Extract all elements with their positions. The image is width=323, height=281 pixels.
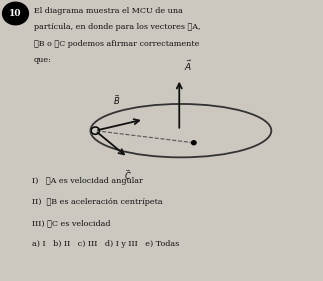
Text: I)   ⃗A es velocidad angular: I) ⃗A es velocidad angular <box>32 177 143 185</box>
Text: que:: que: <box>34 56 52 64</box>
Text: 10: 10 <box>9 9 22 18</box>
Text: $\vec{A}$: $\vec{A}$ <box>184 59 192 73</box>
Circle shape <box>3 2 28 25</box>
Text: II)  ⃗B es aceleración centrípeta: II) ⃗B es aceleración centrípeta <box>32 198 163 206</box>
Circle shape <box>91 127 99 134</box>
Text: III) ⃗C es velocidad: III) ⃗C es velocidad <box>32 219 111 227</box>
Text: ⃗B o ⃗C podemos afirmar correctamente: ⃗B o ⃗C podemos afirmar correctamente <box>34 40 199 47</box>
Text: $\vec{C}$: $\vec{C}$ <box>124 169 131 182</box>
Text: El diagrama muestra el MCU de una: El diagrama muestra el MCU de una <box>34 7 183 15</box>
Text: partícula, en donde para los vectores ⃗A,: partícula, en donde para los vectores ⃗A… <box>34 23 200 31</box>
Circle shape <box>192 141 196 145</box>
Text: $\vec{B}$: $\vec{B}$ <box>113 93 120 107</box>
Text: a) I   b) II   c) III   d) I y III   e) Todas: a) I b) II c) III d) I y III e) Todas <box>32 240 180 248</box>
